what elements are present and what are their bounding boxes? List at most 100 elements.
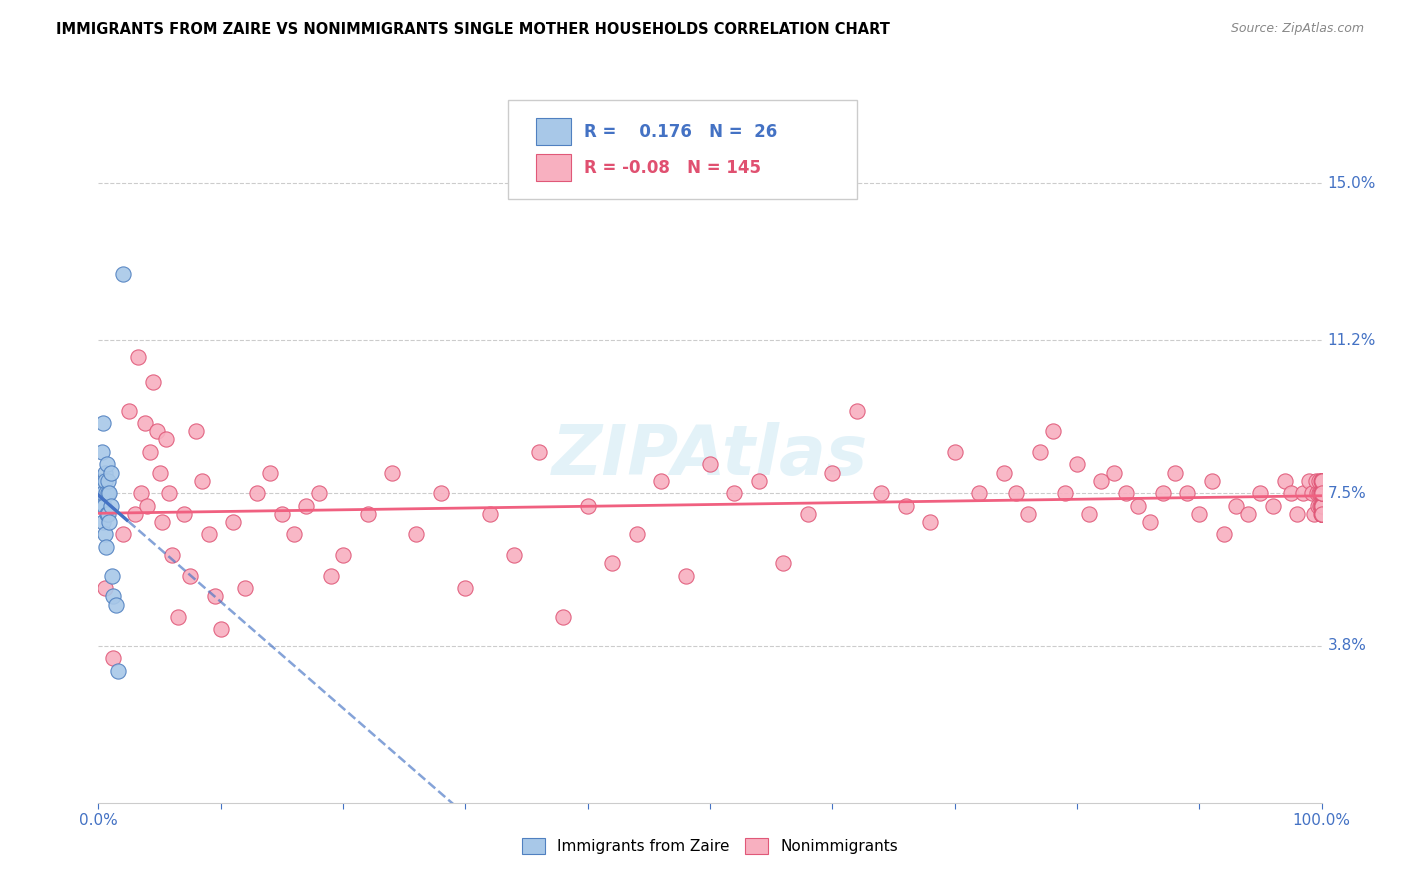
Point — [160, 548, 183, 562]
Point — [1090, 474, 1112, 488]
Point — [1310, 486, 1333, 500]
Point — [1310, 486, 1333, 500]
Point — [1279, 486, 1302, 500]
Point — [146, 424, 169, 438]
Text: 11.2%: 11.2% — [1327, 333, 1376, 348]
Point — [129, 486, 152, 500]
Point — [150, 515, 173, 529]
Point — [894, 499, 917, 513]
Point — [1310, 507, 1333, 521]
FancyBboxPatch shape — [508, 100, 856, 200]
Point — [332, 548, 354, 562]
Point — [430, 486, 453, 500]
Point — [1310, 499, 1333, 513]
Point — [94, 486, 117, 500]
Point — [1078, 507, 1101, 521]
Point — [1115, 486, 1137, 500]
Point — [246, 486, 269, 500]
Point — [204, 590, 226, 604]
Point — [1298, 474, 1320, 488]
Point — [98, 515, 121, 529]
Point — [186, 424, 208, 438]
Point — [319, 568, 342, 582]
Point — [1310, 474, 1333, 488]
Point — [93, 581, 115, 595]
Point — [1310, 499, 1333, 513]
Point — [191, 474, 214, 488]
FancyBboxPatch shape — [536, 118, 571, 145]
Point — [1139, 515, 1161, 529]
Point — [1310, 486, 1333, 500]
Point — [1306, 499, 1329, 513]
Text: 7.5%: 7.5% — [1327, 485, 1367, 500]
Point — [1310, 474, 1333, 488]
Point — [1309, 486, 1331, 500]
Point — [1310, 507, 1333, 521]
Point — [1310, 486, 1333, 500]
Legend: Immigrants from Zaire, Nonimmigrants: Immigrants from Zaire, Nonimmigrants — [516, 832, 904, 860]
Point — [167, 610, 190, 624]
Point — [1310, 499, 1333, 513]
Point — [650, 474, 672, 488]
Point — [101, 568, 124, 582]
Text: R =    0.176   N =  26: R = 0.176 N = 26 — [583, 122, 778, 141]
Point — [797, 507, 820, 521]
Point — [179, 568, 201, 582]
Point — [1175, 486, 1198, 500]
Point — [283, 527, 305, 541]
Point — [1164, 466, 1187, 480]
Point — [104, 598, 127, 612]
Point — [91, 499, 114, 513]
Point — [1310, 486, 1333, 500]
Point — [1310, 474, 1333, 488]
Point — [1310, 486, 1333, 500]
Point — [90, 474, 112, 488]
Point — [1292, 486, 1315, 500]
Point — [454, 581, 477, 595]
Point — [1310, 499, 1333, 513]
Point — [1310, 486, 1333, 500]
Point — [1308, 474, 1330, 488]
Point — [233, 581, 256, 595]
Point — [155, 433, 177, 447]
Point — [1188, 507, 1211, 521]
Point — [94, 540, 117, 554]
Point — [107, 664, 129, 678]
Point — [1310, 499, 1333, 513]
Point — [1310, 486, 1333, 500]
Point — [101, 590, 124, 604]
Point — [748, 474, 770, 488]
Point — [1102, 466, 1125, 480]
Point — [1029, 445, 1052, 459]
Point — [1066, 457, 1088, 471]
Point — [1310, 499, 1333, 513]
Point — [259, 466, 281, 480]
Point — [1310, 499, 1333, 513]
Point — [1237, 507, 1260, 521]
Point — [1274, 474, 1296, 488]
Point — [675, 568, 697, 582]
Point — [405, 527, 427, 541]
Point — [209, 623, 232, 637]
Point — [1310, 499, 1333, 513]
Point — [111, 268, 134, 282]
Point — [920, 515, 942, 529]
Point — [149, 466, 172, 480]
Point — [845, 403, 868, 417]
Text: IMMIGRANTS FROM ZAIRE VS NONIMMIGRANTS SINGLE MOTHER HOUSEHOLDS CORRELATION CHAR: IMMIGRANTS FROM ZAIRE VS NONIMMIGRANTS S… — [56, 22, 890, 37]
Point — [222, 515, 245, 529]
Point — [356, 507, 378, 521]
Point — [576, 499, 599, 513]
Point — [142, 375, 165, 389]
Point — [1303, 507, 1326, 521]
Point — [100, 499, 122, 513]
Point — [111, 527, 134, 541]
Point — [91, 416, 114, 430]
Point — [1310, 486, 1333, 500]
Point — [91, 515, 114, 529]
Point — [93, 466, 115, 480]
Point — [1305, 474, 1327, 488]
Point — [1310, 474, 1333, 488]
Point — [96, 457, 118, 471]
Point — [1261, 499, 1284, 513]
